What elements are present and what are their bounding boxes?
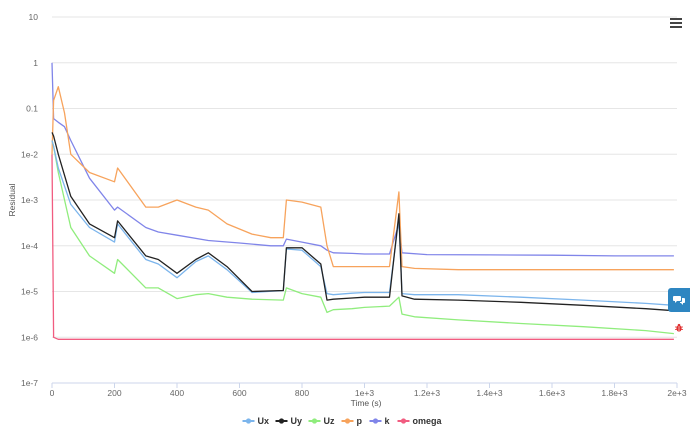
legend-swatch-marker (400, 418, 407, 424)
series-line-Uz (51, 140, 674, 335)
series-line-Uy (51, 132, 674, 312)
legend-label: Uy (291, 416, 303, 426)
legend-label: Uz (324, 416, 335, 426)
grid-lines (51, 16, 678, 388)
x-tick-label: 1.8e+3 (601, 388, 628, 398)
series-line-k (51, 62, 674, 257)
y-tick-label: 1e-4 (21, 241, 38, 251)
legend-swatch-marker (372, 418, 379, 424)
bug-glyph-icon (675, 323, 683, 332)
legend-item-p[interactable]: p (341, 416, 363, 426)
y-tick-label: 1e-3 (21, 195, 38, 205)
menu-bar (670, 22, 682, 24)
x-tick-label: 200 (107, 388, 121, 398)
y-tick-label: 0.1 (26, 104, 38, 114)
x-tick-label: 600 (232, 388, 246, 398)
series-line-Ux (51, 140, 674, 306)
x-tick-label: 1e+3 (355, 388, 374, 398)
x-axis-title: Time (s) (351, 398, 382, 408)
y-tick-label: 1e-7 (21, 378, 38, 388)
legend-swatch-marker (344, 418, 351, 424)
legend-swatch-marker (278, 418, 285, 424)
legend: Ux Uy Uz p k omega (242, 416, 443, 426)
x-tick-labels: 0 200 400 600 800 1e+3 1.2e+3 1.4e+3 1.6e+3 1.8e+… (50, 388, 687, 398)
y-tick-label: 1e-2 (21, 149, 38, 159)
menu-bar (670, 18, 682, 20)
legend-item-Uy[interactable]: Uy (275, 416, 303, 426)
bug-icon[interactable] (674, 320, 684, 332)
chat-glyph-icon (673, 296, 685, 305)
y-tick-label: 1e-6 (21, 332, 38, 342)
series-line-omega (51, 154, 674, 340)
x-tick-label: 1.2e+3 (414, 388, 441, 398)
y-tick-label: 10 (29, 12, 39, 22)
series-lines (51, 62, 674, 340)
series-line-p (51, 86, 674, 271)
legend-swatch-marker (311, 418, 318, 424)
legend-item-Ux[interactable]: Ux (242, 416, 270, 426)
legend-item-omega[interactable]: omega (397, 416, 443, 426)
legend-label: p (357, 416, 363, 426)
y-tick-label: 1 (33, 58, 38, 68)
x-tick-label: 1.4e+3 (476, 388, 503, 398)
chat-bubbles-icon[interactable] (668, 288, 690, 312)
hamburger-menu-icon[interactable] (670, 18, 682, 30)
x-tick-label: 400 (170, 388, 184, 398)
legend-label: k (385, 416, 391, 426)
legend-item-k[interactable]: k (369, 416, 391, 426)
menu-bar (670, 26, 682, 28)
y-axis-title: Residual (7, 183, 17, 216)
y-tick-labels: 10 1 0.1 1e-2 1e-3 1e-4 1e-5 1e-6 1e-7 (21, 12, 38, 388)
x-tick-label: 1.6e+3 (539, 388, 566, 398)
legend-label: Ux (258, 416, 270, 426)
x-tick-label: 2e+3 (667, 388, 686, 398)
legend-item-Uz[interactable]: Uz (308, 416, 335, 426)
legend-label: omega (413, 416, 443, 426)
legend-swatch-marker (245, 418, 252, 424)
x-tick-label: 800 (295, 388, 309, 398)
x-tick-label: 0 (50, 388, 55, 398)
y-tick-label: 1e-5 (21, 287, 38, 297)
